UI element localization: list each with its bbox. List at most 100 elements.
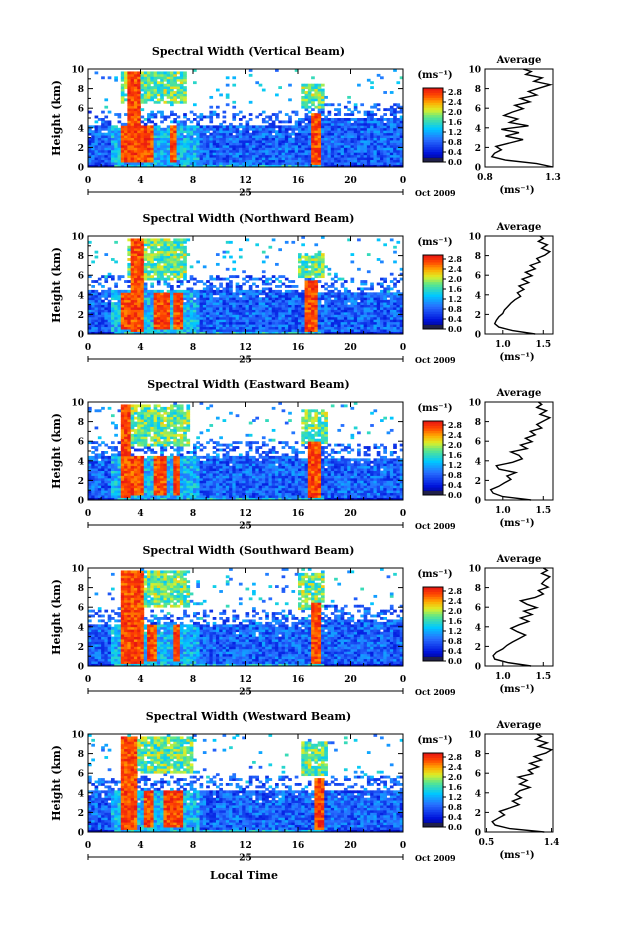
average-y-tick-label: 0 xyxy=(475,331,481,341)
x-tick-label: 12 xyxy=(239,509,252,519)
y-tick-label: 0 xyxy=(78,829,84,839)
heatmap-field xyxy=(88,236,403,334)
colorbar-label: (ms⁻¹) xyxy=(417,735,452,746)
y-tick-label: 0 xyxy=(78,331,84,341)
x-tick-label: 12 xyxy=(239,343,252,353)
panel-1: Spectral Width (Vertical Beam)0246810Hei… xyxy=(50,45,561,199)
date-label: Oct 2009 xyxy=(415,521,456,531)
x-tick-label: 8 xyxy=(190,176,196,186)
y-tick-label: 2 xyxy=(78,144,84,154)
y-tick-label: 8 xyxy=(78,85,84,95)
average-y-tick-label: 0 xyxy=(475,164,481,174)
panel-title: Spectral Width (Eastward Beam) xyxy=(147,378,349,391)
colorbar-floor xyxy=(423,823,443,827)
average-y-tick-label: 8 xyxy=(475,252,481,262)
x-tick-label: 0 xyxy=(400,841,406,851)
average-y-tick-label: 6 xyxy=(475,105,481,115)
panel-title: Spectral Width (Northward Beam) xyxy=(143,212,355,225)
colorbar-tick-label: 2.0 xyxy=(448,274,462,284)
average-y-tick-label: 2 xyxy=(475,809,481,819)
x-tick-label: 8 xyxy=(190,509,196,519)
day-label: 25 xyxy=(239,522,252,532)
average-x-tick-label: 1.3 xyxy=(545,173,561,183)
colorbar-tick-label: 0.0 xyxy=(448,157,462,167)
heatmap-field xyxy=(88,69,403,167)
day-label: 25 xyxy=(239,356,252,366)
y-tick-label: 6 xyxy=(78,438,84,448)
average-y-tick-label: 4 xyxy=(475,789,481,799)
y-axis-label: Height (km) xyxy=(50,413,63,489)
colorbar-tick-label: 1.6 xyxy=(448,616,462,626)
heatmap-field xyxy=(88,734,403,832)
colorbar-floor xyxy=(423,491,443,495)
colorbar-floor xyxy=(423,325,443,329)
average-y-tick-label: 10 xyxy=(468,66,481,76)
x-tick-label: 16 xyxy=(292,841,305,851)
colorbar-tick-label: 0.8 xyxy=(448,304,462,314)
x-tick-label: 16 xyxy=(292,509,305,519)
y-axis-label: Height (km) xyxy=(50,247,63,323)
average-y-tick-label: 10 xyxy=(468,399,481,409)
colorbar-tick-label: 0.0 xyxy=(448,490,462,500)
colorbar-tick-label: 0.8 xyxy=(448,636,462,646)
colorbar-tick-label: 1.2 xyxy=(448,792,462,802)
average-title: Average xyxy=(496,222,542,233)
y-tick-label: 10 xyxy=(71,399,84,409)
y-tick-label: 4 xyxy=(78,623,84,633)
colorbar-tick-label: 0.0 xyxy=(448,656,462,666)
colorbar-tick-label: 2.8 xyxy=(448,586,462,596)
average-title: Average xyxy=(496,388,542,399)
colorbar-tick-label: 2.0 xyxy=(448,107,462,117)
x-tick-label: 4 xyxy=(137,675,143,685)
x-tick-label: 8 xyxy=(190,343,196,353)
colorbar-tick-label: 0.8 xyxy=(448,470,462,480)
y-tick-label: 4 xyxy=(78,457,84,467)
x-tick-label: 16 xyxy=(292,675,305,685)
colorbar-label: (ms⁻¹) xyxy=(417,237,452,248)
average-x-tick-label: 1.0 xyxy=(495,672,511,682)
colorbar: (ms⁻¹)2.82.42.01.61.20.80.40.0 xyxy=(417,403,462,500)
date-label: Oct 2009 xyxy=(415,687,456,697)
average-x-label: (ms⁻¹) xyxy=(499,352,534,363)
date-label: Oct 2009 xyxy=(415,188,456,198)
colorbar-tick-label: 2.0 xyxy=(448,772,462,782)
colorbar-tick-label: 2.4 xyxy=(448,430,462,440)
colorbar-tick-label: 2.4 xyxy=(448,596,462,606)
y-tick-label: 6 xyxy=(78,272,84,282)
x-tick-label: 16 xyxy=(292,176,305,186)
average-y-tick-label: 0 xyxy=(475,497,481,507)
colorbar-tick-label: 1.2 xyxy=(448,626,462,636)
y-tick-label: 6 xyxy=(78,604,84,614)
x-tick-label: 0 xyxy=(400,509,406,519)
colorbar-tick-label: 1.6 xyxy=(448,450,462,460)
average-y-tick-label: 4 xyxy=(475,291,481,301)
colorbar-tick-label: 2.8 xyxy=(448,254,462,264)
average-y-tick-label: 4 xyxy=(475,124,481,134)
colorbar-floor xyxy=(423,657,443,661)
average-title: Average xyxy=(496,720,542,731)
y-tick-label: 0 xyxy=(78,663,84,673)
y-tick-label: 8 xyxy=(78,750,84,760)
y-tick-label: 4 xyxy=(78,789,84,799)
colorbar-tick-label: 0.8 xyxy=(448,802,462,812)
colorbar-label: (ms⁻¹) xyxy=(417,403,452,414)
y-tick-label: 10 xyxy=(71,565,84,575)
average-y-tick-label: 6 xyxy=(475,604,481,614)
x-tick-label: 4 xyxy=(137,176,143,186)
panel-4: Spectral Width (Southward Beam)0246810He… xyxy=(50,544,553,698)
x-tick-label: 4 xyxy=(137,343,143,353)
panel-5: Spectral Width (Westward Beam)0246810Hei… xyxy=(50,710,559,864)
x-tick-label: 0 xyxy=(400,343,406,353)
y-tick-label: 2 xyxy=(78,643,84,653)
average-x-tick-label: 1.5 xyxy=(535,506,551,516)
x-tick-label: 12 xyxy=(239,675,252,685)
y-tick-label: 10 xyxy=(71,233,84,243)
y-tick-label: 0 xyxy=(78,497,84,507)
average-x-tick-label: 1.0 xyxy=(495,506,511,516)
average-y-tick-label: 6 xyxy=(475,438,481,448)
average-frame xyxy=(485,236,553,334)
